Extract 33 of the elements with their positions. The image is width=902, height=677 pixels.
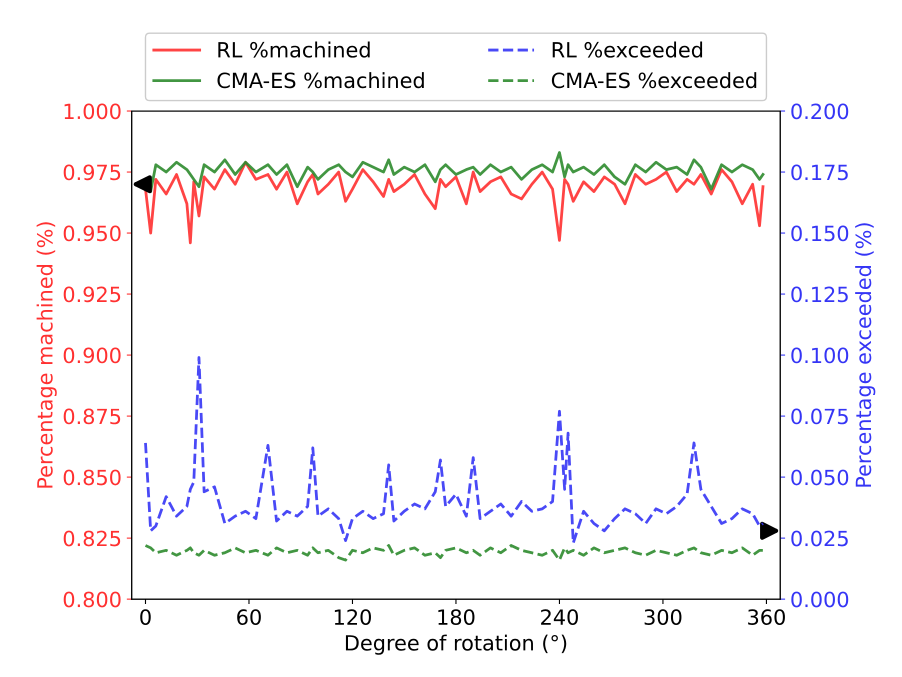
y2-tick-label: 0.150 (791, 226, 848, 242)
y-tick-label: 0.900 (64, 348, 121, 364)
y-tick-label: 0.800 (64, 592, 121, 608)
y-tick-label: 0.875 (64, 408, 120, 424)
y2-tick-label: 0.075 (791, 408, 848, 424)
x-tick-label: 0 (140, 609, 151, 625)
x-axis-title: Degree of rotation (°) (346, 634, 566, 655)
y2-tick-label: 0.125 (791, 286, 848, 302)
x-tick-label: 240 (541, 609, 578, 625)
y2-tick-label: 0.175 (791, 164, 848, 180)
y-tick-label: 0.975 (64, 164, 120, 180)
y2-tick-label: 0.200 (791, 103, 848, 120)
y2-tick-label: 0.050 (791, 470, 848, 486)
x-tick-label: 360 (748, 609, 785, 625)
y-axis-title: Percentage machined (%) (36, 222, 57, 488)
legend-label: RL %machined (218, 42, 370, 58)
line-series (144, 544, 764, 562)
y-tick-label: 0.825 (64, 530, 120, 546)
y2-tick-label: 0.025 (791, 530, 848, 546)
y2-tick-label: 0.000 (791, 592, 848, 608)
legend-label: RL %exceeded (552, 42, 702, 58)
y-tick-label: 0.950 (64, 226, 121, 242)
y2-axis-title: Percentage exceeded (%) (855, 223, 876, 487)
legend-label: CMA-ES %exceeded (552, 72, 756, 88)
x-tick-label: 180 (438, 609, 474, 625)
y-tick-label: 1.000 (64, 103, 121, 120)
x-tick-label: 120 (334, 609, 371, 625)
legend-label: CMA-ES %machined (217, 72, 424, 88)
x-tick-label: 300 (644, 609, 682, 625)
y2-tick-label: 0.100 (791, 348, 848, 364)
y-tick-label: 0.925 (64, 286, 120, 302)
x-tick-label: 60 (237, 609, 261, 625)
y-tick-label: 0.850 (64, 470, 121, 486)
